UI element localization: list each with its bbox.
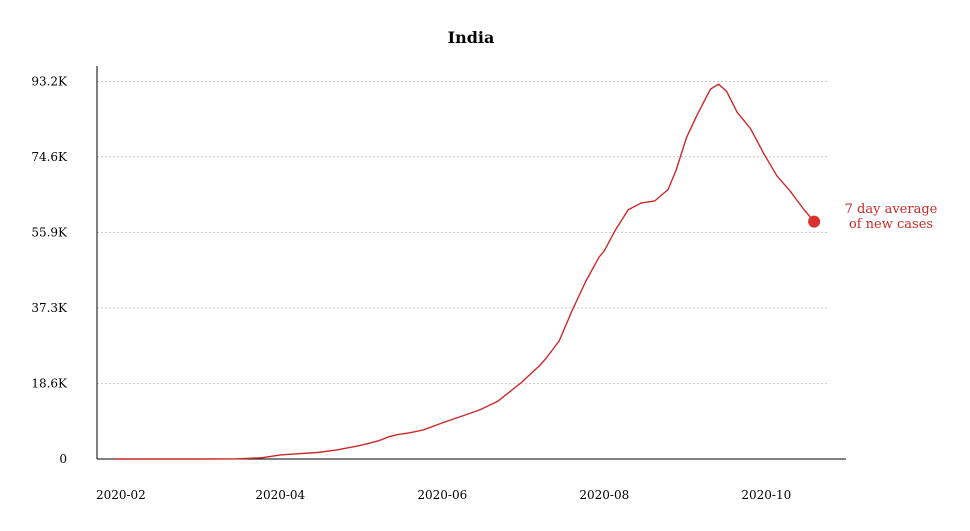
x-tick-label: 2020-08 [579, 488, 629, 502]
y-tick-label: 37.3K [31, 301, 68, 315]
y-tick-label: 18.6K [31, 377, 68, 391]
x-tick-label: 2020-06 [417, 488, 467, 502]
tick-labels: 0 18.6K 37.3K 55.9K 74.6K 93.2K 2020-02 2020-04… [31, 74, 791, 502]
x-tick-label: 2020-04 [255, 488, 305, 502]
annotation: 7 day average of new cases [845, 202, 938, 232]
chart-title: India [448, 28, 495, 47]
x-tick-label: 2020-10 [741, 488, 791, 502]
y-tick-label: 74.6K [31, 150, 68, 164]
axes [96, 66, 846, 460]
annotation-line-2: of new cases [849, 217, 933, 232]
grid-lines [97, 80, 828, 385]
annotation-line-1: 7 day average [845, 202, 938, 217]
latest-value-marker [808, 215, 821, 228]
y-tick-label: 55.9K [31, 226, 68, 240]
x-tick-label: 2020-02 [96, 488, 146, 502]
series [115, 83, 821, 460]
y-tick-label: 0 [59, 452, 67, 466]
y-tick-label: 93.2K [31, 74, 68, 88]
series-line [115, 83, 815, 460]
